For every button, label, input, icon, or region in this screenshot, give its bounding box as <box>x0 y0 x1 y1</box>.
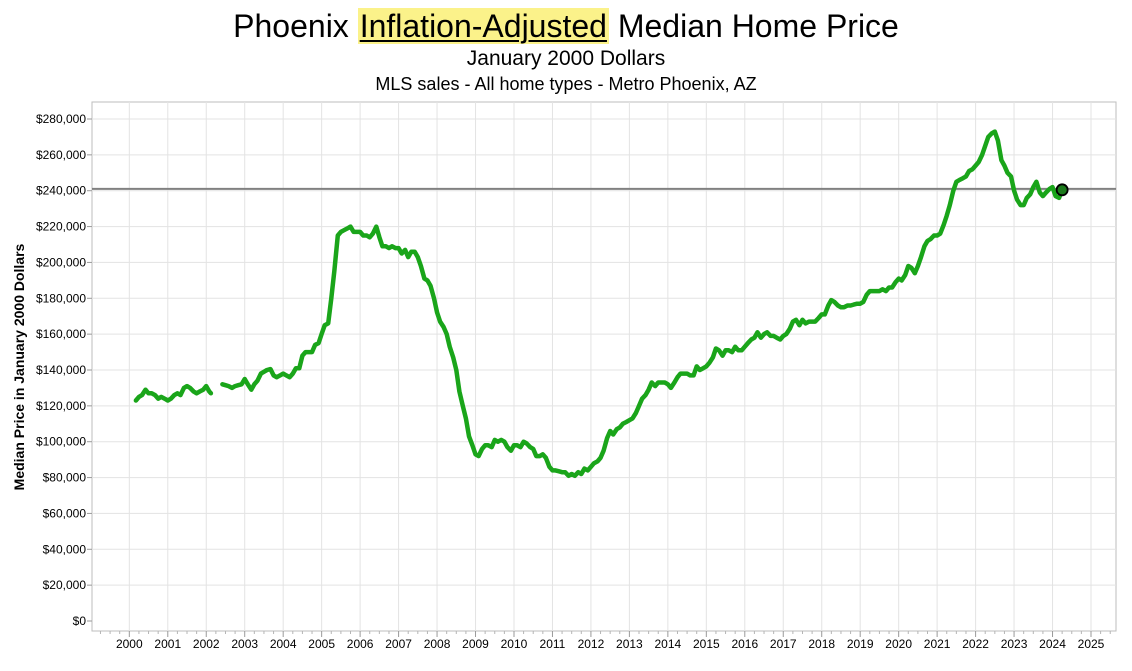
chart-title-post: Median Home Price <box>608 8 899 44</box>
y-tick-label: $180,000 <box>36 291 86 305</box>
x-tick-label: 2006 <box>347 637 374 651</box>
chart-title-highlight: Inflation-Adjusted <box>357 8 609 44</box>
y-tick-label: $0 <box>73 614 87 628</box>
x-tick-label: 2016 <box>731 637 758 651</box>
x-tick-label: 2010 <box>501 637 528 651</box>
x-tick-label: 2018 <box>808 637 835 651</box>
x-tick-label: 2020 <box>885 637 912 651</box>
series-line-segment <box>133 383 214 403</box>
x-tick-label: 2014 <box>655 637 682 651</box>
x-tick-label: 2021 <box>924 637 951 651</box>
x-tick-label: 2005 <box>308 637 335 651</box>
y-tick-label: $160,000 <box>36 327 86 341</box>
x-tick-label: 2007 <box>385 637 412 651</box>
x-tick-label: 2008 <box>424 637 451 651</box>
plot-frame <box>91 101 1117 632</box>
x-tick-label: 2001 <box>154 637 181 651</box>
plot-area <box>91 101 1117 632</box>
x-tick-label: 2022 <box>962 637 989 651</box>
y-tick-label: $100,000 <box>36 435 86 449</box>
y-axis-label: Median Price in January 2000 Dollars <box>11 243 27 490</box>
x-tick-label: 2002 <box>193 637 220 651</box>
x-tick-label: 2004 <box>270 637 297 651</box>
y-tick-label: $200,000 <box>36 255 86 269</box>
x-gridlines <box>128 102 1092 637</box>
series-group <box>133 129 1065 479</box>
x-tick-label: 2019 <box>847 637 874 651</box>
y-tick-label: $40,000 <box>43 542 87 556</box>
end-point-group <box>1055 183 1069 197</box>
x-tick-label: 2000 <box>116 637 143 651</box>
x-tick-label: 2015 <box>693 637 720 651</box>
y-tick-label: $60,000 <box>43 506 87 520</box>
y-tick-label: $80,000 <box>43 471 87 485</box>
x-tick-label: 2009 <box>462 637 489 651</box>
y-tick-label: $140,000 <box>36 363 86 377</box>
chart-title-pre: Phoenix <box>233 8 358 44</box>
y-tick-label: $120,000 <box>36 399 86 413</box>
y-tick-label: $280,000 <box>36 112 86 126</box>
y-tick-label: $260,000 <box>36 148 86 162</box>
x-tick-label: 2017 <box>770 637 797 651</box>
x-tick-label: 2011 <box>540 637 566 651</box>
series-line-segment <box>220 129 1065 479</box>
y-tick-label: $20,000 <box>43 578 87 592</box>
chart-subtitle-secondary: MLS sales - All home types - Metro Phoen… <box>375 74 757 94</box>
x-tick-labels: 2000 2001 2002 2003 2004 2005 2006 2007 2008 2009… <box>116 637 1105 651</box>
x-tick-label: 2024 <box>1039 637 1066 651</box>
x-tick-label: 2003 <box>231 637 258 651</box>
chart-subtitle: January 2000 Dollars <box>466 47 666 70</box>
y-tick-labels: $0 $20,000 $40,000 $60,000 $80,000 $100,000 $1… <box>36 112 86 628</box>
y-tick-label: $220,000 <box>36 220 86 234</box>
x-tick-label: 2023 <box>1001 637 1028 651</box>
x-tick-label: 2013 <box>616 637 643 651</box>
last-data-point <box>1055 183 1069 197</box>
x-minor-ticks <box>99 631 1111 634</box>
x-tick-label: 2012 <box>578 637 605 651</box>
chart-title: Phoenix Inflation-Adjusted Median Home P… <box>0 6 1132 46</box>
y-gridlines <box>87 118 1116 622</box>
y-tick-label: $240,000 <box>36 184 86 198</box>
x-tick-label: 2025 <box>1078 637 1105 651</box>
